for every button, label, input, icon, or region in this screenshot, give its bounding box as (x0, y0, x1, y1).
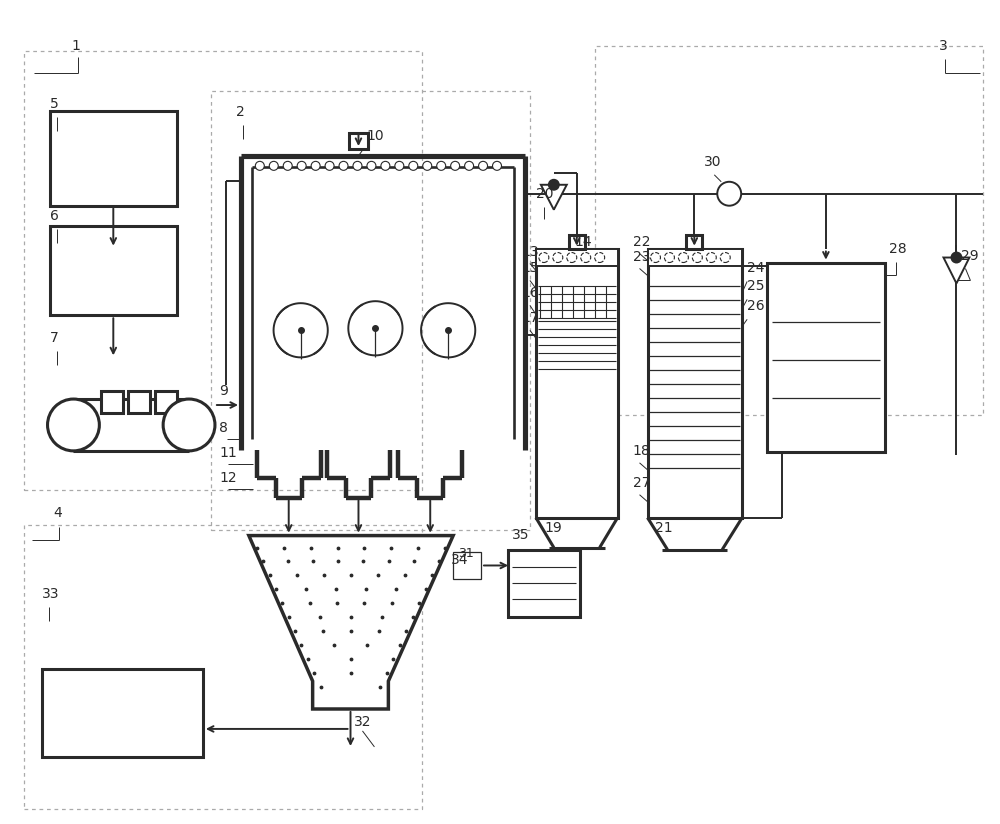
Circle shape (479, 162, 488, 171)
Circle shape (465, 162, 474, 171)
Circle shape (706, 252, 716, 263)
Circle shape (567, 252, 577, 263)
Text: 27: 27 (633, 475, 650, 489)
Polygon shape (541, 185, 567, 209)
Circle shape (353, 162, 362, 171)
Text: 31: 31 (458, 546, 474, 559)
Bar (155, 391, 177, 413)
Circle shape (409, 162, 418, 171)
Circle shape (297, 162, 306, 171)
Text: 19: 19 (545, 521, 563, 535)
Text: 2: 2 (236, 105, 245, 119)
Circle shape (549, 180, 559, 190)
Text: 21: 21 (655, 521, 673, 535)
Circle shape (493, 162, 501, 171)
Bar (42, 669, 203, 756)
Circle shape (423, 162, 432, 171)
Bar (648, 249, 742, 517)
Text: 28: 28 (889, 241, 906, 255)
Circle shape (395, 162, 404, 171)
Circle shape (595, 252, 605, 263)
Bar (50, 226, 177, 316)
Text: 35: 35 (512, 527, 529, 541)
Text: 25: 25 (747, 279, 765, 293)
Circle shape (48, 399, 99, 451)
Circle shape (437, 162, 446, 171)
Text: 12: 12 (219, 471, 237, 485)
Text: 33: 33 (42, 588, 59, 602)
Text: 26: 26 (747, 299, 765, 313)
Bar (101, 391, 123, 413)
Bar (453, 551, 481, 579)
Text: 11: 11 (219, 446, 237, 460)
Text: 4: 4 (54, 506, 62, 520)
Circle shape (339, 162, 348, 171)
Text: 29: 29 (961, 249, 979, 263)
Circle shape (692, 252, 702, 263)
Circle shape (283, 162, 292, 171)
Circle shape (650, 252, 660, 263)
Text: 14: 14 (575, 235, 592, 249)
Text: 8: 8 (219, 421, 228, 435)
Bar (50, 111, 177, 206)
Circle shape (381, 162, 390, 171)
Text: 32: 32 (353, 715, 371, 729)
Text: 6: 6 (50, 208, 58, 222)
Circle shape (951, 252, 961, 263)
Circle shape (311, 162, 320, 171)
Text: 5: 5 (50, 97, 58, 111)
Circle shape (717, 182, 741, 206)
Polygon shape (249, 536, 453, 709)
Bar (767, 263, 885, 452)
Circle shape (664, 252, 674, 263)
Circle shape (163, 399, 215, 451)
Circle shape (539, 252, 549, 263)
Text: 3: 3 (939, 40, 947, 54)
Text: 34: 34 (451, 554, 469, 568)
Bar (24, 525, 422, 808)
Bar (536, 249, 618, 266)
Bar (536, 249, 618, 517)
Bar (686, 235, 702, 249)
Text: 22: 22 (633, 235, 650, 249)
Bar (24, 51, 422, 489)
Bar (569, 235, 585, 249)
Text: 24: 24 (747, 261, 765, 275)
Text: 16: 16 (522, 287, 540, 301)
Bar (595, 46, 983, 415)
Text: 20: 20 (536, 187, 553, 201)
Circle shape (451, 162, 460, 171)
Bar (211, 91, 530, 530)
Text: 9: 9 (219, 384, 228, 398)
Polygon shape (943, 258, 969, 283)
Bar (349, 133, 368, 149)
Text: 10: 10 (366, 129, 384, 143)
Bar (508, 550, 580, 617)
Circle shape (720, 252, 730, 263)
Text: 17: 17 (522, 311, 540, 325)
Circle shape (367, 162, 376, 171)
Text: 30: 30 (704, 155, 722, 169)
Circle shape (269, 162, 278, 171)
Circle shape (255, 162, 264, 171)
Circle shape (553, 252, 563, 263)
Bar (648, 249, 742, 266)
Circle shape (581, 252, 591, 263)
Circle shape (325, 162, 334, 171)
Text: 13: 13 (522, 245, 540, 259)
Text: 23: 23 (633, 250, 650, 264)
Text: 18: 18 (633, 444, 650, 458)
Text: 15: 15 (522, 261, 540, 275)
Text: 7: 7 (50, 331, 58, 345)
Bar (128, 391, 150, 413)
Text: 1: 1 (71, 40, 80, 54)
Circle shape (678, 252, 688, 263)
